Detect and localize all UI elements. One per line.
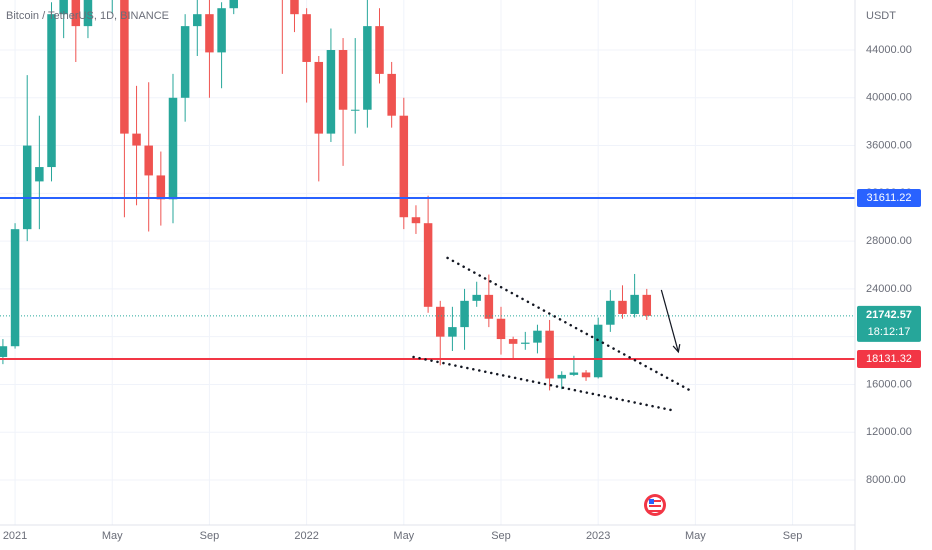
candle-body bbox=[533, 330, 542, 343]
candle-body bbox=[193, 14, 202, 27]
x-tick-label: 2022 bbox=[294, 530, 318, 542]
x-tick-label: Sep bbox=[491, 530, 511, 542]
candle-body bbox=[10, 229, 20, 347]
candle-body bbox=[180, 26, 190, 98]
x-tick-label: Sep bbox=[783, 530, 803, 542]
candle-body bbox=[314, 61, 324, 134]
countdown-label: 18:12:17 bbox=[868, 326, 911, 338]
arrow bbox=[660, 289, 679, 353]
x-tick-label: May bbox=[393, 530, 414, 542]
level-price-box bbox=[857, 188, 921, 207]
level-price-label: 18131.32 bbox=[866, 353, 912, 365]
candle-body bbox=[168, 97, 178, 200]
candle-body bbox=[350, 109, 360, 111]
candle-body bbox=[22, 145, 32, 230]
last-price-box bbox=[857, 305, 921, 342]
candle-body bbox=[83, 0, 93, 27]
trend-line bbox=[446, 256, 695, 394]
candle-body bbox=[290, 0, 299, 15]
candle-body bbox=[569, 372, 579, 375]
candle-body bbox=[484, 294, 494, 319]
flag-icon bbox=[644, 494, 666, 516]
trend-line bbox=[412, 355, 673, 412]
candle-body bbox=[120, 0, 129, 134]
candle-body bbox=[326, 50, 336, 134]
y-tick-label: 44000.00 bbox=[866, 44, 912, 56]
candle-body bbox=[399, 115, 409, 218]
level-price-box bbox=[857, 349, 921, 368]
y-tick-label: 16000.00 bbox=[866, 378, 912, 390]
candle-body bbox=[144, 145, 153, 176]
candle-body bbox=[229, 0, 238, 9]
candle-body bbox=[338, 50, 348, 110]
candle-body bbox=[411, 217, 421, 224]
candle-body bbox=[47, 14, 56, 168]
candle-body bbox=[59, 0, 68, 15]
candle-body bbox=[448, 327, 457, 337]
candle-body bbox=[205, 14, 214, 53]
chart-title: Bitcoin / TetherUS, 1D, BINANCE bbox=[6, 10, 169, 22]
candle-body bbox=[156, 175, 166, 200]
x-tick-label: 2021 bbox=[3, 530, 27, 542]
candle-body bbox=[132, 133, 141, 146]
candle-body bbox=[545, 330, 554, 379]
candle-body bbox=[35, 167, 44, 182]
candle-body bbox=[217, 8, 226, 53]
y-tick-label: 28000.00 bbox=[866, 235, 912, 247]
candle-body bbox=[460, 300, 469, 328]
candle-body bbox=[0, 346, 8, 357]
x-tick-label: May bbox=[102, 530, 123, 542]
candle-body bbox=[508, 339, 518, 344]
level-price-label: 31611.22 bbox=[866, 192, 911, 204]
currency-label: USDT bbox=[866, 10, 896, 22]
candle-body bbox=[423, 223, 433, 307]
y-tick-label: 40000.00 bbox=[866, 92, 912, 104]
candle-body bbox=[436, 306, 445, 337]
x-tick-label: May bbox=[685, 530, 706, 542]
candle-body bbox=[302, 14, 311, 62]
candle-body bbox=[375, 26, 384, 74]
candle-body bbox=[472, 294, 481, 301]
candle-body bbox=[496, 318, 506, 340]
y-tick-label: 12000.00 bbox=[866, 426, 912, 438]
last-price-label: 21742.57 bbox=[866, 309, 912, 321]
x-tick-label: 2023 bbox=[586, 530, 610, 542]
candle-body bbox=[642, 294, 652, 316]
candle-body bbox=[606, 300, 615, 325]
y-tick-label: 36000.00 bbox=[866, 139, 912, 151]
y-tick-label: 8000.00 bbox=[866, 474, 906, 486]
arrow-head bbox=[672, 343, 681, 354]
candle-body bbox=[363, 26, 372, 110]
candle-body bbox=[618, 300, 627, 314]
candle-body bbox=[630, 294, 639, 314]
candle-body bbox=[71, 0, 81, 27]
candle-body bbox=[581, 372, 591, 378]
candle-body bbox=[557, 374, 566, 379]
x-tick-label: Sep bbox=[200, 530, 220, 542]
candle-body bbox=[521, 342, 530, 344]
candle-body bbox=[593, 324, 603, 378]
y-tick-label: 24000.00 bbox=[866, 283, 912, 295]
candle-body bbox=[387, 73, 396, 116]
